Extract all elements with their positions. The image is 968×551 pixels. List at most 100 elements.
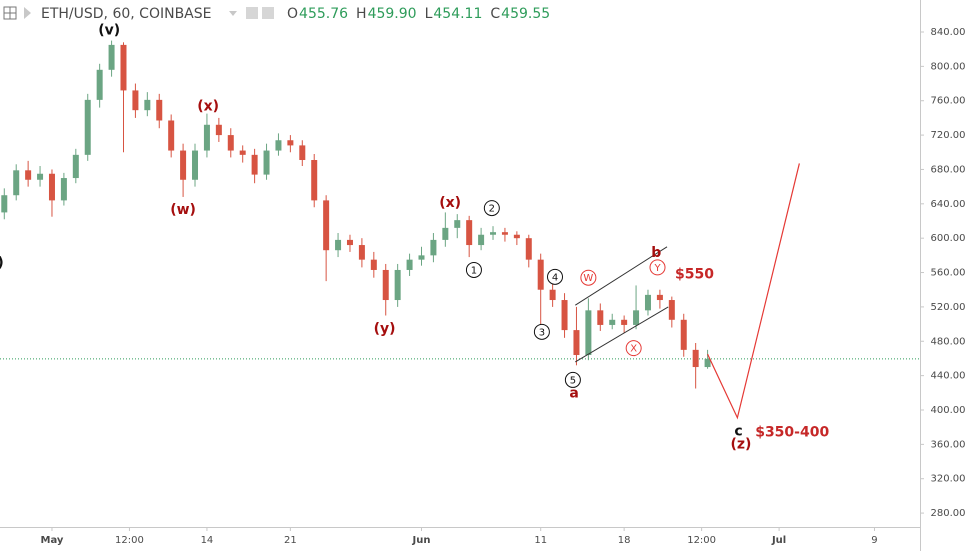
annotation-circle (547, 268, 564, 285)
annotation-label: b (651, 245, 661, 261)
annotation-label: W (583, 273, 593, 284)
y-tick-label: 560.00 (931, 268, 966, 279)
quote-key: L (425, 6, 433, 22)
y-tick-label: 600.00 (931, 233, 966, 244)
candle-body (156, 99, 163, 121)
candle-body (120, 44, 127, 91)
annotation-label: $350-400 (755, 424, 829, 440)
candle-body (668, 300, 675, 320)
y-tick-label: 280.00 (931, 508, 966, 519)
candle-body (454, 220, 461, 228)
candle-body (192, 150, 199, 180)
candle-body (466, 220, 473, 246)
candle-body (442, 227, 449, 240)
candle-body (549, 289, 556, 301)
settings-icon[interactable] (246, 7, 258, 19)
x-tick-label: 21 (284, 535, 297, 546)
annotation-label: 2 (489, 204, 495, 215)
candle-body (609, 319, 616, 325)
candle-body (346, 239, 353, 246)
annotation-circle (533, 323, 550, 340)
candle-body (215, 124, 222, 136)
candle-body (37, 173, 44, 180)
y-tick-label: 840.00 (931, 27, 966, 38)
candle-body (633, 310, 640, 325)
candle-body (13, 170, 20, 196)
candle-body (358, 245, 365, 260)
candle-body (299, 145, 306, 161)
annotation-label: X (630, 344, 637, 355)
annotation-circle (564, 371, 581, 388)
annotation-circle (580, 269, 597, 286)
candle-body (239, 150, 246, 155)
annotation-label: $550 (675, 266, 714, 282)
candle-body (251, 154, 258, 175)
quote: O 455.76 H 459.90 L 454.11 C 459.55 (287, 6, 550, 22)
candle-body (275, 140, 282, 151)
x-tick-label: 14 (201, 535, 214, 546)
annotation-label: a (569, 386, 578, 402)
x-tick-label: 18 (618, 535, 631, 546)
candle-body (180, 150, 187, 180)
annotation-label: 5 (570, 375, 576, 386)
channel-line (574, 246, 668, 306)
x-tick-label: Jun (412, 535, 431, 546)
y-tick-label: 760.00 (931, 96, 966, 107)
candle-body (406, 259, 413, 270)
candle-body (680, 319, 687, 350)
projection-line (707, 163, 800, 420)
quote-key: C (490, 6, 500, 22)
y-tick-label: 720.00 (931, 130, 966, 141)
hide-icon[interactable] (262, 7, 274, 19)
candle-body (108, 44, 115, 70)
annotation-label: (w) (170, 202, 196, 218)
channel-line (575, 306, 669, 363)
quote-value: 459.90 (368, 6, 417, 22)
candle-body (84, 99, 91, 155)
annotation-label: (y) (374, 321, 396, 337)
candle-body (597, 310, 604, 325)
y-tick-label: 680.00 (931, 164, 966, 175)
x-tick-label: Jul (771, 535, 786, 546)
candle-body (168, 120, 175, 151)
annotation-label: (x) (439, 195, 461, 211)
candle-body (692, 349, 699, 368)
annotation-circle (483, 200, 500, 217)
candle-body (585, 310, 592, 356)
candle-body (561, 300, 568, 331)
y-tick-label: 440.00 (931, 371, 966, 382)
quote-value: 455.76 (299, 6, 348, 22)
quote-key: O (287, 6, 298, 22)
y-tick-label: 480.00 (931, 336, 966, 347)
collapse-icon[interactable] (24, 7, 31, 19)
candle-body (394, 269, 401, 301)
candle-body (96, 69, 103, 100)
candle-body (525, 238, 532, 260)
y-tick-label: 520.00 (931, 302, 966, 313)
candle-body (621, 319, 628, 325)
x-tick-label: 12:00 (687, 535, 716, 546)
dropdown-icon[interactable] (229, 11, 237, 16)
y-tick-label: 400.00 (931, 405, 966, 416)
candle-body (1, 195, 8, 213)
annotation-label: c (734, 423, 742, 439)
y-tick-label: 800.00 (931, 61, 966, 72)
x-tick-label: 11 (534, 535, 547, 546)
annotation-label: (z) (730, 436, 751, 452)
candle-body (60, 178, 67, 201)
header: ETH/USD, 60, COINBASE O 455.76 H 459.90 L 454… (3, 6, 550, 22)
annotation-label: (x) (197, 99, 219, 115)
candle-body (704, 358, 711, 368)
quote-key: H (356, 6, 367, 22)
annotation-label: v) (0, 255, 4, 271)
candle-body (573, 330, 580, 356)
symbol[interactable]: ETH/USD, 60, COINBASE (41, 6, 211, 22)
candle-body (656, 294, 663, 301)
candle-body (144, 99, 151, 111)
plot-area: v) (v) (x) (w) (x) (y) 2 1 4 3 5a b W Y X $550 c(z)$350-… (0, 22, 920, 452)
annotation-label: Y (653, 263, 661, 274)
candle-body (25, 170, 32, 180)
candle-body (263, 150, 270, 175)
